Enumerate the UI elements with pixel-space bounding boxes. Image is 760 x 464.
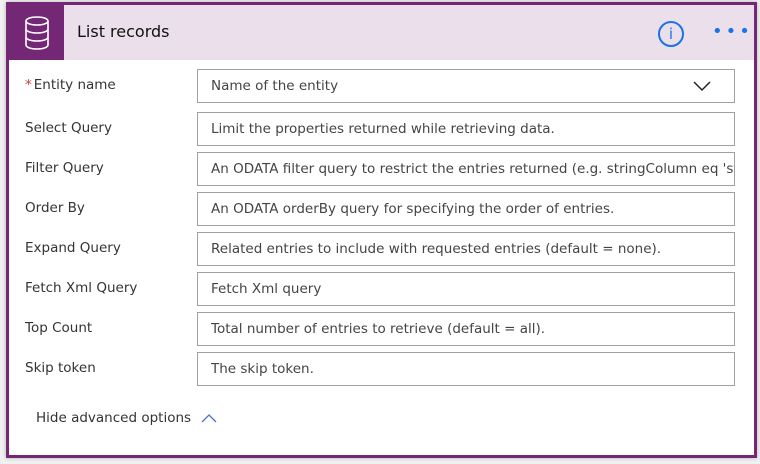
skip-token-row: Skip token The skip token. bbox=[9, 352, 754, 386]
required-marker: * bbox=[25, 77, 32, 93]
top-count-label: Top Count bbox=[25, 320, 93, 336]
order-by-input[interactable]: An ODATA orderBy query for specifying th… bbox=[197, 192, 735, 226]
filter-query-input[interactable]: An ODATA filter query to restrict the en… bbox=[197, 152, 735, 186]
database-icon bbox=[9, 5, 64, 60]
entity-name-row: * Entity name Name of the entity bbox=[9, 69, 754, 103]
select-query-label: Select Query bbox=[25, 120, 112, 136]
fetch-xml-label: Fetch Xml Query bbox=[25, 280, 138, 296]
fetch-xml-row: Fetch Xml Query Fetch Xml query bbox=[9, 272, 754, 306]
card-title: List records bbox=[77, 22, 170, 41]
select-query-input[interactable]: Limit the properties returned while retr… bbox=[197, 112, 735, 146]
card-header[interactable]: List records i ••• bbox=[9, 5, 754, 60]
top-count-input[interactable]: Total number of entries to retrieve (def… bbox=[197, 312, 735, 346]
chevron-up-icon bbox=[201, 414, 217, 423]
expand-query-input[interactable]: Related entries to include with requeste… bbox=[197, 232, 735, 266]
fetch-xml-input[interactable]: Fetch Xml query bbox=[197, 272, 735, 306]
order-by-row: Order By An ODATA orderBy query for spec… bbox=[9, 192, 754, 226]
order-by-label: Order By bbox=[25, 200, 85, 216]
skip-token-label: Skip token bbox=[25, 360, 96, 376]
select-query-row: Select Query Limit the properties return… bbox=[9, 112, 754, 146]
expand-query-row: Expand Query Related entries to include … bbox=[9, 232, 754, 266]
info-icon[interactable]: i bbox=[658, 21, 684, 47]
placeholder: Name of the entity bbox=[211, 78, 339, 94]
skip-token-input[interactable]: The skip token. bbox=[197, 352, 735, 386]
list-records-card: List records i ••• * Entity name Name of … bbox=[6, 2, 757, 458]
entity-name-label: * Entity name bbox=[25, 77, 116, 93]
entity-name-dropdown[interactable]: Name of the entity bbox=[197, 69, 735, 103]
expand-query-label: Expand Query bbox=[25, 240, 121, 256]
filter-query-row: Filter Query An ODATA filter query to re… bbox=[9, 152, 754, 186]
chevron-down-icon bbox=[693, 81, 711, 92]
filter-query-label: Filter Query bbox=[25, 160, 104, 176]
label-text: Entity name bbox=[33, 77, 116, 93]
more-icon[interactable]: ••• bbox=[712, 21, 753, 42]
top-count-row: Top Count Total number of entries to ret… bbox=[9, 312, 754, 346]
hide-advanced-options-button[interactable]: Hide advanced options bbox=[36, 410, 217, 426]
advanced-label: Hide advanced options bbox=[36, 410, 192, 426]
